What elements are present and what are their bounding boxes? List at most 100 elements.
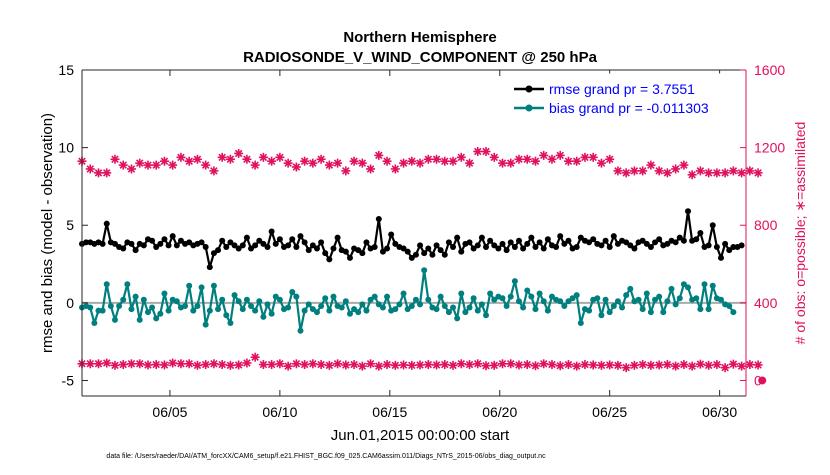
bias-point (652, 296, 659, 303)
bias-point (264, 301, 271, 308)
bias-point (425, 296, 432, 303)
obs-assimilated-point (316, 154, 326, 164)
obs-assimilated-point (225, 154, 235, 164)
obs-assimilated-point (143, 160, 153, 170)
rmse-point (614, 240, 621, 247)
bias-point (565, 298, 572, 305)
bias-point (111, 316, 118, 323)
bias-point (548, 293, 555, 300)
obs-possible-point (250, 352, 260, 362)
rmse-point (425, 245, 432, 252)
rmse-point (623, 239, 630, 246)
bias-point (478, 301, 485, 308)
rmse-point (495, 245, 502, 252)
legend-label-bias: bias grand pr = -0.011303 (549, 100, 709, 116)
bias-point (165, 307, 172, 314)
bias-point (685, 284, 692, 291)
obs-assimilated-point (646, 160, 656, 170)
rmse-point (458, 248, 465, 255)
obs-possible-point (316, 360, 326, 370)
obs-assimilated-point (349, 156, 359, 166)
obs-assimilated-point (283, 158, 293, 168)
obs-assimilated-point (737, 168, 747, 178)
rmse-point (231, 242, 238, 249)
rmse-point (450, 243, 457, 250)
bias-point (421, 267, 428, 274)
bias-point (610, 302, 617, 309)
obs-possible-point (613, 360, 623, 370)
obs-possible-point (662, 360, 672, 370)
bias-point (161, 290, 168, 297)
obs-possible-point (349, 360, 359, 370)
rmse-point (235, 245, 242, 252)
rmse-point (454, 234, 461, 241)
rmse-point (520, 245, 527, 252)
obs-assimilated-point (539, 150, 549, 160)
rmse-point (132, 247, 139, 254)
legend-box (507, 73, 743, 121)
obs-possible-point (159, 360, 169, 370)
rmse-point (346, 254, 353, 261)
obs-assimilated-point (267, 156, 277, 166)
rmse-point (586, 239, 593, 246)
rmse-point (664, 240, 671, 247)
obs-possible-point (308, 359, 318, 369)
bias-point (573, 292, 580, 299)
obs-possible-point (514, 360, 524, 370)
rmse-point (289, 236, 296, 243)
bias-point (95, 307, 102, 314)
rmse-point (478, 234, 485, 241)
obs-possible-point (423, 360, 433, 370)
bias-point (635, 296, 642, 303)
rmse-point (437, 247, 444, 254)
obs-possible-point (267, 360, 277, 370)
rmse-point (672, 239, 679, 246)
bias-point (396, 301, 403, 308)
obs-possible-point (555, 361, 565, 371)
bias-point (515, 298, 522, 305)
obs-assimilated-point (242, 154, 252, 164)
rmse-point (215, 247, 222, 254)
obs-assimilated-point (308, 158, 318, 168)
obs-assimilated-point (473, 147, 483, 156)
obs-possible-point (580, 360, 590, 370)
obs-possible-point (712, 360, 722, 370)
bias-point (355, 309, 362, 316)
obs-assimilated-point (671, 164, 681, 174)
bias-point (124, 281, 131, 288)
rmse-point (210, 250, 217, 257)
obs-possible-point (333, 359, 343, 369)
rmse-point (590, 236, 597, 243)
bias-point (639, 306, 646, 313)
rmse-point (239, 242, 246, 249)
obs-assimilated-point (613, 166, 623, 176)
obs-possible-point (366, 359, 376, 369)
bias-point (260, 313, 267, 320)
obs-assimilated-point (399, 158, 409, 168)
bias-point (252, 307, 259, 314)
obs-assimilated-point (374, 150, 384, 160)
bias-point (433, 306, 440, 313)
bias-point (483, 312, 490, 319)
bias-point (359, 301, 366, 308)
obs-assimilated-point (357, 158, 367, 168)
obs-possible-point (324, 360, 334, 370)
bias-point (235, 298, 242, 305)
rmse-point (198, 239, 205, 246)
bias-point (140, 296, 147, 303)
obs-possible-point (572, 361, 582, 371)
obs-possible-point (432, 360, 442, 370)
obs-assimilated-point (102, 168, 112, 178)
obs-possible-point (563, 360, 573, 370)
rmse-point (359, 250, 366, 257)
bias-point (437, 293, 444, 300)
bias-point (375, 301, 382, 308)
rmse-point (256, 237, 263, 244)
obs-assimilated-point (638, 166, 648, 176)
obs-possible-point (143, 360, 153, 370)
bias-point (660, 309, 667, 316)
obs-assimilated-point (580, 152, 590, 162)
bias-point (524, 287, 531, 294)
rmse-point (140, 242, 147, 249)
obs-possible-point (745, 360, 755, 370)
